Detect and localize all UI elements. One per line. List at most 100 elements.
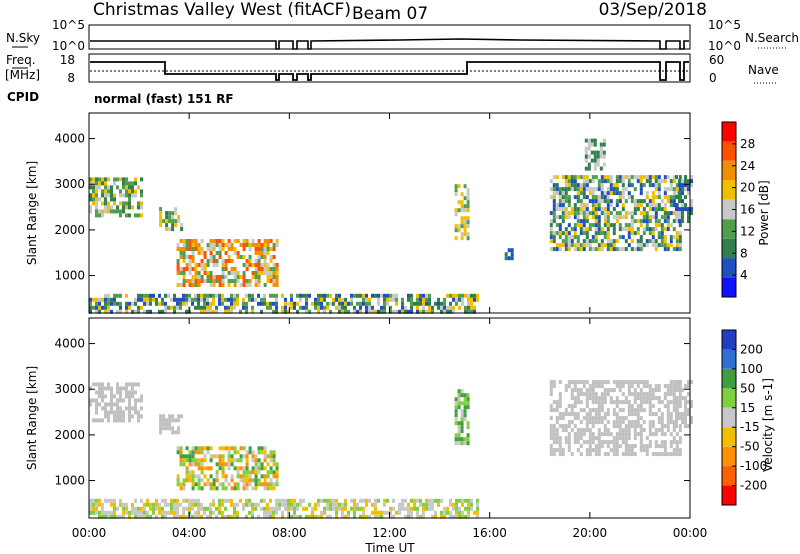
data-cell: [419, 293, 422, 298]
data-cell: [558, 227, 562, 232]
data-cell: [594, 199, 598, 204]
data-cell: [666, 219, 670, 224]
data-cell: [269, 279, 273, 283]
data-cell: [621, 420, 625, 425]
data-cell: [467, 293, 470, 298]
data-cell: [558, 452, 562, 457]
data-cell: [236, 470, 240, 475]
data-cell: [570, 388, 574, 393]
data-cell: [125, 177, 128, 182]
data-cell: [104, 293, 107, 298]
data-cell: [669, 243, 673, 248]
data-cell: [194, 263, 198, 267]
data-cell: [404, 309, 407, 314]
data-cell: [470, 297, 473, 302]
data-cell: [116, 418, 119, 423]
data-cell: [269, 267, 273, 271]
data-cell: [552, 408, 556, 413]
data-cell: [266, 502, 269, 507]
data-cell: [627, 436, 631, 441]
data-cell: [552, 235, 556, 240]
data-cell: [585, 195, 589, 200]
data-cell: [642, 380, 646, 385]
data-cell: [209, 482, 213, 487]
data-cell: [191, 450, 195, 455]
data-cell: [101, 193, 104, 198]
data-cell: [600, 231, 604, 236]
data-cell: [146, 297, 149, 302]
data-cell: [275, 239, 279, 243]
data-cell: [648, 179, 652, 184]
data-cell: [573, 179, 577, 184]
data-cell: [299, 514, 302, 519]
data-cell: [248, 470, 252, 475]
data-cell: [266, 514, 269, 519]
data-cell: [636, 408, 640, 413]
data-cell: [269, 275, 273, 279]
data-cell: [110, 514, 113, 519]
data-cell: [476, 293, 479, 298]
data-cell: [591, 408, 595, 413]
data-cell: [618, 211, 622, 216]
data-cell: [457, 401, 461, 406]
data-cell: [663, 215, 667, 220]
data-cell: [170, 502, 173, 507]
data-cell: [212, 275, 216, 279]
data-cell: [576, 416, 580, 421]
data-cell: [648, 408, 652, 413]
data-cell: [579, 183, 583, 188]
data-cell: [678, 412, 681, 417]
data-cell: [383, 297, 386, 302]
data-cell: [125, 394, 128, 399]
data-cell: [212, 498, 215, 503]
data-cell: [257, 514, 260, 519]
data-cell: [275, 498, 278, 503]
data-cell: [627, 380, 631, 385]
data-cell: [335, 498, 338, 503]
data-cell: [591, 396, 595, 401]
data-cell: [422, 514, 425, 519]
data-cell: [576, 195, 580, 200]
data-cell: [197, 498, 200, 503]
data-cell: [227, 259, 231, 263]
data-cell: [104, 201, 107, 206]
data-cell: [666, 404, 670, 409]
data-cell: [275, 305, 278, 310]
data-cell: [125, 390, 128, 395]
data-cell: [266, 454, 270, 459]
data-cell: [248, 243, 252, 247]
data-cell: [206, 305, 209, 310]
data-cell: [197, 502, 200, 507]
data-cell: [143, 297, 146, 302]
data-cell: [209, 502, 212, 507]
data-cell: [311, 506, 314, 511]
data-cell: [460, 216, 464, 221]
data-cell: [612, 239, 616, 244]
data-cell: [218, 482, 222, 487]
data-cell: [657, 203, 661, 208]
data-cell: [573, 223, 577, 228]
data-cell: [362, 301, 365, 306]
data-cell: [597, 227, 601, 232]
data-cell: [272, 267, 276, 271]
data-cell: [457, 208, 461, 213]
data-cell: [564, 388, 568, 393]
data-cell: [101, 506, 104, 511]
data-cell: [558, 400, 562, 405]
data-cell: [463, 220, 467, 225]
data-cell: [251, 502, 254, 507]
data-cell: [221, 275, 225, 279]
data-cell: [176, 502, 179, 507]
data-cell: [570, 392, 574, 397]
data-cell: [615, 187, 619, 192]
data-cell: [110, 498, 113, 503]
data-cell: [275, 470, 279, 475]
data-cell: [350, 293, 353, 298]
data-cell: [113, 301, 116, 306]
data-cell: [576, 235, 580, 240]
data-cell: [466, 208, 470, 213]
data-cell: [558, 444, 562, 449]
data-cell: [257, 462, 261, 467]
data-cell: [116, 177, 119, 182]
data-cell: [672, 211, 676, 216]
